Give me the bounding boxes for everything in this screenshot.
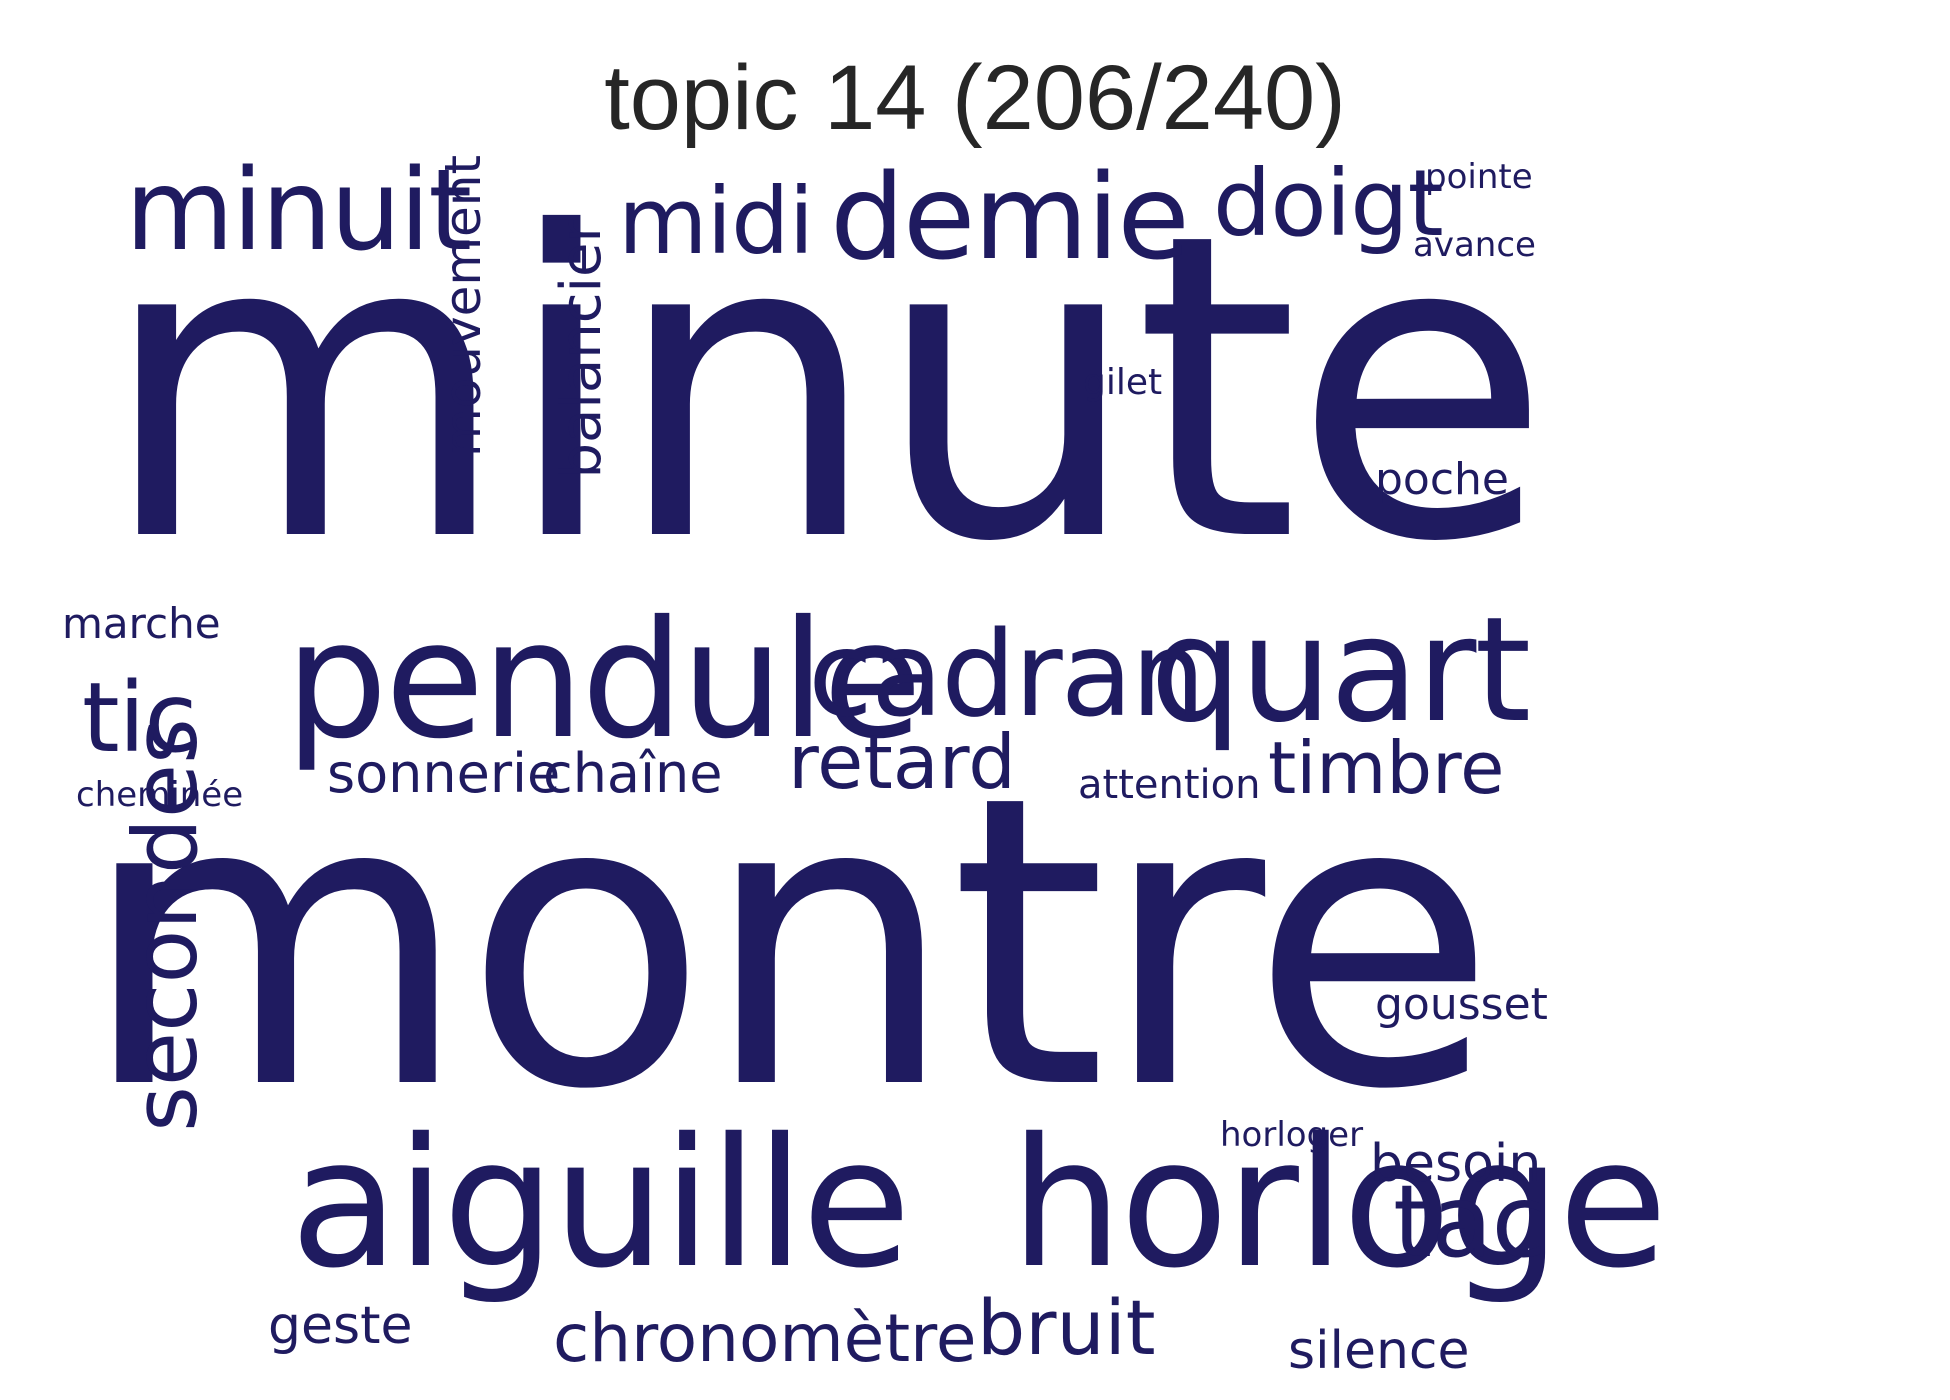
word-midi: midi	[618, 168, 814, 275]
word-minuit: minuit	[125, 146, 472, 276]
word-gousset: gousset	[1375, 979, 1548, 1030]
word-gilet: gilet	[1083, 362, 1163, 403]
word-balancier: balancier	[549, 219, 614, 479]
word-montre: montre	[80, 712, 1496, 1177]
word-mouvement: mouvement	[434, 154, 492, 457]
word-horloger: horloger	[1220, 1115, 1364, 1155]
chart-title: topic 14 (206/240)	[604, 47, 1346, 149]
word-tic: tic	[82, 662, 197, 774]
word-horloge: horloge	[1010, 1100, 1668, 1307]
word-quart: quart	[1150, 586, 1531, 755]
word-besoin: besoin	[1370, 1134, 1542, 1194]
word-marche: marche	[62, 599, 221, 648]
word-pointe: pointe	[1425, 157, 1533, 197]
word-retard: retard	[788, 718, 1016, 806]
word-chaine: chaîne	[543, 742, 723, 805]
word-timbre: timbre	[1268, 726, 1505, 810]
word-aiguille: aiguille	[290, 1100, 911, 1307]
word-sonnerie: sonnerie	[327, 742, 561, 805]
word-geste: geste	[268, 1296, 413, 1356]
word-attention: attention	[1078, 762, 1261, 808]
word-poche: poche	[1375, 454, 1509, 505]
word-avance: avance	[1413, 225, 1536, 265]
word-secondes: secondes	[114, 718, 217, 1132]
word-pendule: pendule	[285, 587, 922, 775]
word-demie: demie	[830, 148, 1190, 286]
word-silence: silence	[1288, 1321, 1470, 1381]
word-doigt: doigt	[1213, 150, 1444, 257]
word-bruit: bruit	[977, 1283, 1156, 1372]
word-cheminee: cheminée	[76, 775, 244, 815]
word-cadran: cadran	[808, 605, 1206, 743]
word-chronometre: chronomètre	[553, 1300, 977, 1377]
word-tac: tac	[1393, 1163, 1546, 1280]
word-minute: minute	[100, 145, 1551, 634]
